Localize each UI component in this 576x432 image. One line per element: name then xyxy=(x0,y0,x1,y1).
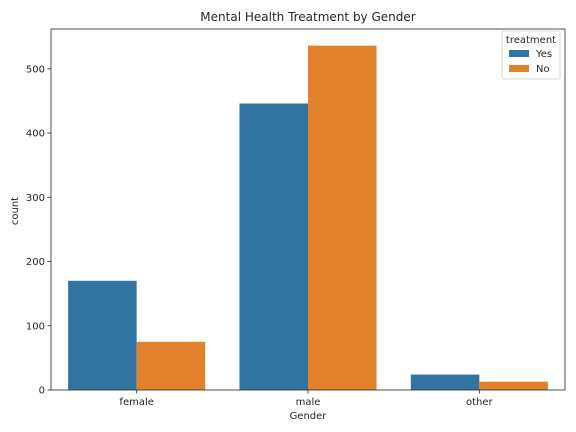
y-tick-label: 400 xyxy=(26,129,45,140)
y-tick-label: 300 xyxy=(26,193,45,204)
y-tick-label: 0 xyxy=(39,386,45,397)
legend-title: treatment xyxy=(506,35,556,46)
y-tick-label: 500 xyxy=(26,64,45,75)
bar-other-yes xyxy=(410,374,480,390)
axes: 0 100 200 300 400 500 female male other xyxy=(26,28,566,408)
bar-female-yes xyxy=(68,280,137,390)
y-tick-label: 200 xyxy=(26,257,45,268)
y-tick-label: 100 xyxy=(26,321,45,332)
legend-label-yes: Yes xyxy=(535,49,552,60)
legend-swatch-no xyxy=(509,65,529,72)
legend-label-no: No xyxy=(536,64,550,75)
bars xyxy=(68,45,548,390)
x-tick-label-male: male xyxy=(296,397,321,408)
bar-female-no xyxy=(136,341,206,390)
x-tick-label-other: other xyxy=(466,397,494,408)
bar-other-no xyxy=(479,381,548,390)
bar-male-no xyxy=(308,45,377,390)
legend: treatment Yes No xyxy=(501,30,561,80)
chart-title: Mental Health Treatment by Gender xyxy=(200,10,415,24)
y-axis-label: count xyxy=(10,197,21,225)
legend-swatch-yes xyxy=(509,50,529,57)
bar-male-yes xyxy=(239,103,308,390)
x-tick-label-female: female xyxy=(119,397,153,408)
x-axis-label: Gender xyxy=(290,411,328,422)
